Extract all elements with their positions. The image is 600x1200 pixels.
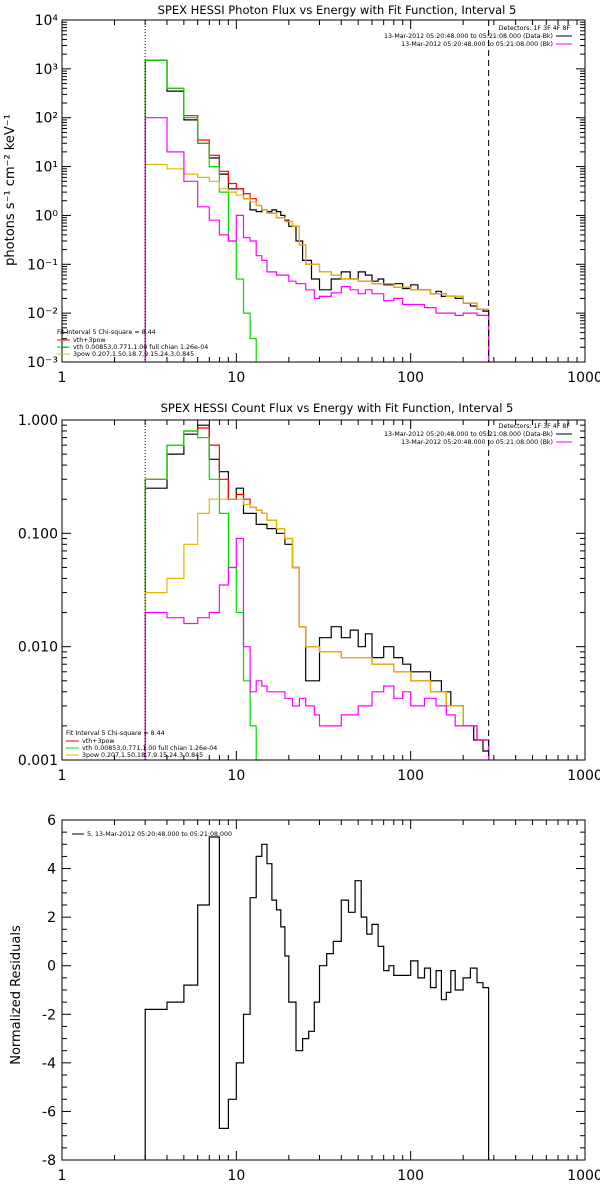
count-legend-fit-interval: Fit Interval 5 Chi-square = 8.44 [66, 730, 165, 737]
count-flux-y-tick-label: 1.000 [18, 413, 58, 429]
photon-flux-y-tick-label: 10³ [35, 62, 58, 78]
residuals-y-tick-label: 0 [47, 959, 56, 975]
count-flux-legend-bottom-left: Fit Interval 5 Chi-square = 8.44 vth+3po… [66, 730, 217, 759]
count-legend-data-bk: 13-Mar-2012 05:20:48.000 to 05:21:08.000… [384, 431, 553, 438]
photon-flux-y-tick-label: 10⁻³ [27, 355, 58, 371]
count-flux-x-tick-label: 10 [227, 768, 245, 784]
residuals-series [144, 836, 490, 1160]
residuals-y-tick-label: -8 [42, 1153, 56, 1169]
photon-flux-series-2 [144, 59, 257, 362]
count-flux-series-2 [144, 430, 262, 761]
photon-flux-y-axis-label: photons s⁻¹ cm⁻² keV⁻¹ [3, 114, 18, 266]
residuals-x-tick-label: 1 [58, 1168, 67, 1184]
count-flux-series-4 [144, 537, 490, 760]
photon-flux-panel: SPEX HESSI Photon Flux vs Energy with Fi… [3, 3, 600, 386]
photon-flux-series [144, 59, 490, 362]
count-flux-series-0 [144, 424, 490, 760]
count-flux-y-tick-label: 0.001 [18, 753, 58, 769]
photon-flux-series-3 [144, 163, 490, 362]
count-legend-vth: vth 0.00853,0.771,1.00 full chian 1.26e-… [82, 745, 217, 752]
residuals-plot-frame [61, 819, 586, 1161]
count-flux-x-tick-label: 100 [397, 768, 424, 784]
photon-flux-y-tick-label: 10⁻¹ [27, 257, 58, 273]
photon-flux-plot-frame [61, 19, 586, 363]
photon-legend-fit-interval: Fit Interval 5 Chi-square = 8.44 [57, 329, 156, 336]
count-legend-3pow: 3pow 0.207,1.50,18.7,9.15,24.3,0.845 [82, 752, 203, 759]
count-flux-title: SPEX HESSI Count Flux vs Energy with Fit… [161, 401, 514, 415]
residuals-x-tick-label: 10 [227, 1168, 245, 1184]
residuals-series-0 [144, 836, 490, 1160]
residuals-y-tick-label: -6 [42, 1104, 56, 1120]
residuals-y-tick-label: 4 [47, 862, 56, 878]
photon-flux-x-tick-label: 1 [58, 370, 67, 386]
residuals-legend: 5, 13-Mar-2012 05:20:48.000 to 05:21:08.… [72, 831, 232, 838]
photon-legend-bk: 13-Mar-2012 05:20:48.000 to 05:21:08.000… [401, 41, 553, 48]
photon-flux-title: SPEX HESSI Photon Flux vs Energy with Fi… [158, 3, 517, 17]
photon-flux-y-tick-label: 10⁰ [35, 208, 59, 224]
photon-flux-y-tick-label: 10⁻² [27, 306, 58, 322]
photon-legend-vth: vth 0.00853,0.771,1.00 full chian 1.26e-… [73, 344, 208, 351]
photon-legend-3pow: 3pow 0.207,1.50,18.7,9.15,24.3,0.845 [73, 351, 194, 358]
count-legend-vth3pow: vth+3pow [82, 738, 114, 745]
photon-flux-y-tick-label: 10¹ [35, 160, 58, 176]
residuals-y-axis-label: Normalized Residuals [9, 925, 24, 1065]
residuals-y-tick-label: 2 [47, 910, 56, 926]
photon-flux-x-tick-label: 100 [397, 370, 424, 386]
count-legend-detectors: Detectors: 1F 3F 4F 8F [499, 423, 571, 430]
count-flux-plot-frame [61, 419, 586, 761]
count-flux-x-tick-label: 1000 [567, 768, 600, 784]
count-flux-y-tick-label: 0.100 [18, 526, 58, 542]
residuals-y-tick-label: -2 [42, 1007, 56, 1023]
photon-flux-x-tick-label: 1000 [567, 370, 600, 386]
residuals-y-tick-label: 6 [47, 813, 56, 829]
count-flux-panel: SPEX HESSI Count Flux vs Energy with Fit… [18, 401, 600, 784]
photon-legend-data-bk: 13-Mar-2012 05:20:48.000 to 05:21:08.000… [384, 33, 553, 40]
photon-flux-reference-lines [144, 20, 490, 362]
residuals-legend-label: 5, 13-Mar-2012 05:20:48.000 to 05:21:08.… [87, 831, 232, 838]
residuals-x-tick-label: 100 [397, 1168, 424, 1184]
photon-flux-legend-bottom-left: Fit Interval 5 Chi-square = 8.44 vth+3po… [57, 329, 208, 358]
photon-flux-legend-top-right: Detectors: 1F 3F 4F 8F 13-Mar-2012 05:20… [384, 25, 572, 48]
photon-flux-y-tick-label: 10² [35, 111, 58, 127]
residuals-ticks: 1 10 100 1000 -8 -6 -4 -2 0 2 4 6 [42, 813, 600, 1184]
count-flux-series-3 [144, 498, 490, 760]
residuals-panel: Normalized Residuals 1 10 100 1000 -8 -6 -4 -2 0… [9, 813, 600, 1184]
count-legend-bk: 13-Mar-2012 05:20:48.000 to 05:21:08.000… [401, 439, 553, 446]
count-flux-series [144, 424, 490, 761]
count-flux-x-tick-label: 1 [58, 768, 67, 784]
residuals-y-tick-label: -4 [42, 1056, 56, 1072]
count-flux-y-tick-label: 0.010 [18, 640, 58, 656]
photon-legend-detectors: Detectors: 1F 3F 4F 8F [499, 25, 571, 32]
count-flux-legend-top-right: Detectors: 1F 3F 4F 8F 13-Mar-2012 05:20… [384, 423, 572, 446]
photon-legend-vth3pow: vth+3pow [73, 337, 105, 344]
count-flux-ticks: 1 10 100 1000 0.001 0.010 0.100 1.000 [18, 413, 600, 784]
photon-flux-series-4 [144, 117, 490, 362]
count-flux-reference-lines [144, 420, 490, 760]
residuals-x-tick-label: 1000 [567, 1168, 600, 1184]
photon-flux-y-tick-label: 10⁴ [35, 13, 59, 29]
photon-flux-x-tick-label: 10 [227, 370, 245, 386]
